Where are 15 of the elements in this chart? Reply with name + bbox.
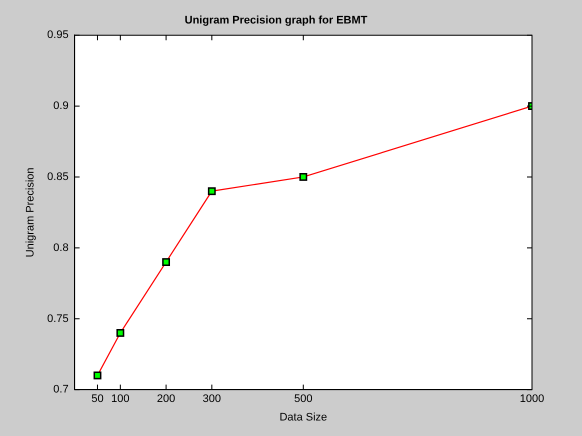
y-tick-label: 0.95 bbox=[47, 29, 69, 42]
y-tick-label: 0.8 bbox=[53, 242, 69, 254]
x-tick-label: 1000 bbox=[520, 393, 544, 406]
x-tick-label: 100 bbox=[111, 393, 130, 406]
y-tick-label: 0.9 bbox=[53, 100, 69, 112]
x-tick-label: 300 bbox=[202, 393, 222, 406]
x-tick-label: 50 bbox=[91, 393, 104, 406]
y-tick-label: 0.85 bbox=[47, 170, 69, 183]
x-tick-label: 200 bbox=[156, 393, 176, 406]
chart-title: Unigram Precision graph for EBMT bbox=[184, 14, 368, 27]
x-axis-title: Data Size bbox=[279, 411, 328, 424]
y-tick-label: 0.7 bbox=[53, 384, 69, 396]
x-tick-label: 500 bbox=[294, 393, 312, 406]
y-axis-title: Unigram Precision bbox=[24, 167, 37, 258]
y-tick-label: 0.75 bbox=[47, 312, 69, 325]
